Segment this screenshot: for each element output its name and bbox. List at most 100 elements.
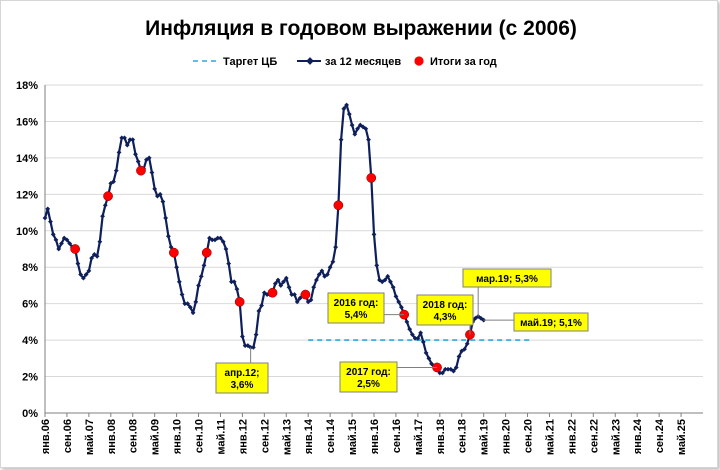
callout-label: 5,4% (345, 310, 368, 321)
x-tick-label: май.13 (281, 419, 293, 455)
data-point (80, 275, 86, 281)
callout-box (513, 312, 589, 332)
data-point (366, 137, 371, 143)
data-point (346, 111, 352, 117)
data-point (127, 137, 133, 143)
data-point (196, 283, 201, 288)
data-point (456, 354, 462, 359)
x-tick-label: янв.18 (435, 419, 447, 454)
data-point (179, 292, 185, 297)
callout-label: 2018 год: (423, 300, 468, 311)
x-tick-label: май.11 (215, 419, 227, 455)
x-tick-label: май.07 (84, 419, 96, 455)
year-result-point (70, 244, 81, 254)
data-point (122, 135, 127, 141)
data-point (294, 299, 300, 305)
x-tick-label: янв.08 (106, 419, 118, 454)
data-point (190, 310, 196, 316)
data-point (253, 332, 259, 338)
data-point (385, 273, 391, 279)
data-point (226, 261, 232, 266)
x-tick-label: янв.16 (369, 419, 381, 454)
year-result-point (169, 247, 179, 258)
data-point (163, 215, 169, 221)
data-point (42, 215, 48, 221)
y-axis-ticks: 0% 2% 4% 6% 8% 10% 12% 14% 16% 18% (16, 80, 38, 420)
data-point (256, 308, 262, 314)
data-point (341, 106, 347, 112)
data-point (86, 268, 92, 274)
data-point (250, 344, 256, 350)
data-point (426, 355, 432, 361)
year-result-point (201, 247, 212, 258)
data-point (231, 279, 237, 285)
data-point (48, 219, 53, 225)
callout-box (416, 294, 474, 326)
data-point (198, 273, 204, 279)
x-tick-label: сен.22 (588, 419, 600, 453)
callout-label: апр.12; (225, 368, 260, 379)
x-tick-label: май.21 (544, 419, 556, 455)
data-point (352, 131, 358, 137)
callout-label: 2016 год: (334, 298, 379, 309)
data-point (355, 126, 360, 132)
y-tick-label: 14% (16, 153, 38, 165)
chart-title: Инфляция в годовом выражении (с 2006) (145, 17, 577, 40)
callout-label: 2017 год: (346, 367, 391, 378)
data-point (165, 233, 171, 239)
data-point (371, 232, 377, 237)
x-tick-label: янв.10 (172, 419, 184, 454)
x-tick-label: сен.14 (325, 418, 337, 453)
data-point (464, 341, 470, 347)
year-result-point (300, 289, 311, 300)
data-point (135, 159, 141, 164)
y-tick-label: 4% (22, 335, 38, 347)
year-result-point (136, 165, 146, 176)
x-tick-label: май.15 (347, 419, 359, 455)
data-point (234, 286, 240, 292)
data-point (113, 168, 119, 174)
data-point (330, 259, 336, 265)
data-point (149, 170, 155, 175)
year-result-point (333, 200, 344, 211)
data-point (201, 262, 207, 268)
x-tick-label: сен.24 (654, 418, 666, 453)
callout-box (327, 292, 385, 324)
data-point (100, 213, 105, 219)
year-result-point (103, 191, 113, 202)
callout-box (339, 361, 398, 393)
callout-label: 4,3% (434, 312, 457, 323)
y-tick-label: 2% (22, 372, 38, 384)
series-line-12-months (43, 103, 485, 374)
data-point (382, 277, 388, 283)
data-point (215, 235, 221, 241)
data-point (338, 137, 344, 143)
data-point (152, 186, 158, 192)
x-tick-label: сен.16 (391, 419, 403, 453)
year-result-point (234, 296, 245, 307)
x-tick-label: янв.22 (566, 419, 578, 454)
data-point (94, 253, 100, 259)
data-point (423, 350, 429, 356)
y-tick-label: 18% (16, 80, 38, 92)
data-point (349, 122, 355, 128)
data-point (327, 264, 333, 270)
callouts-layer: апр.12;3,6% 2016 год:5,4% 2017 год:2,5% 201… (215, 268, 589, 394)
data-point (182, 301, 188, 307)
y-tick-label: 10% (16, 226, 38, 238)
axes (44, 85, 703, 414)
callout-box (462, 268, 552, 288)
y-tick-label: 8% (22, 262, 38, 274)
data-point (187, 304, 193, 310)
data-point (259, 303, 264, 308)
data-point (333, 244, 339, 250)
data-point (297, 295, 303, 301)
chart-legend: Таргет ЦБ за 12 месяцев Итоги за год (193, 56, 497, 68)
y-tick-label: 12% (16, 189, 38, 201)
y-tick-label: 6% (22, 299, 38, 311)
x-tick-label: май.23 (610, 419, 622, 455)
data-point (363, 126, 369, 132)
y-tick-label: 0% (22, 408, 38, 420)
